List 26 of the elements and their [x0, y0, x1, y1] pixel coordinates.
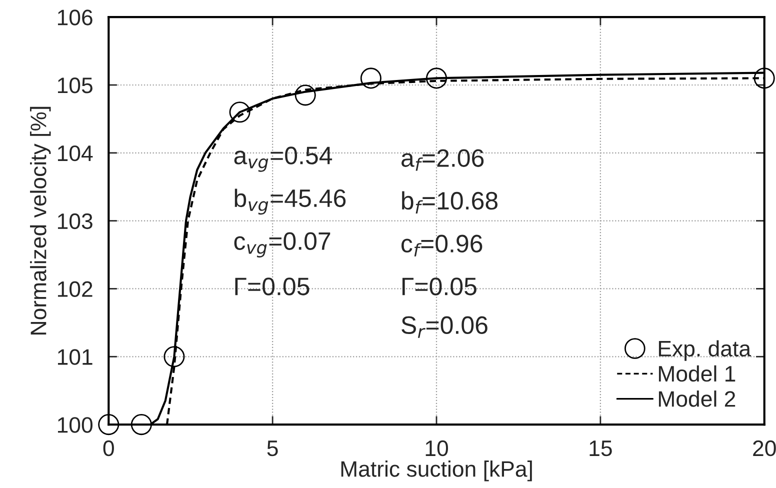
x-tick-label: 15 [590, 440, 612, 456]
annotation: Γ=0.05 [235, 278, 310, 296]
annotation: a$_{f}$=2.06 [402, 149, 484, 171]
x-axis-title: Matric suction [kPa] [341, 460, 532, 482]
y-tick-label: 103 [58, 213, 92, 230]
y-tick-label: 106 [58, 10, 92, 26]
annotation: c$_{vg}$=0.07 [234, 232, 330, 258]
y-tick-label: 101 [58, 349, 92, 365]
x-tick-label: 20 [753, 440, 776, 456]
annotation: b$_{f}$=10.68 [402, 191, 498, 214]
annotation: Γ=0.05 [402, 278, 476, 296]
y-tick-label: 100 [58, 417, 92, 433]
legend-label: Model 2 [658, 390, 736, 407]
legend-label: Exp. data [658, 340, 752, 361]
annotation: b$_{vg}$=45.46 [234, 188, 346, 215]
annotation: a$_{vg}$=0.54 [234, 146, 332, 172]
x-tick-label: 5 [267, 440, 278, 456]
y-tick-label: 104 [58, 145, 93, 162]
x-tick-label: 10 [426, 440, 448, 456]
legend-label: Model 1 [658, 365, 736, 382]
x-tick-label: 0 [103, 440, 114, 456]
annotation: S$_{r}$=0.06 [402, 316, 488, 338]
annotation: c$_{f}$=0.96 [402, 234, 482, 256]
y-axis-title: Normalized velocity [%] [30, 106, 51, 334]
y-tick-label: 105 [58, 78, 92, 94]
y-tick-label: 102 [58, 281, 92, 298]
